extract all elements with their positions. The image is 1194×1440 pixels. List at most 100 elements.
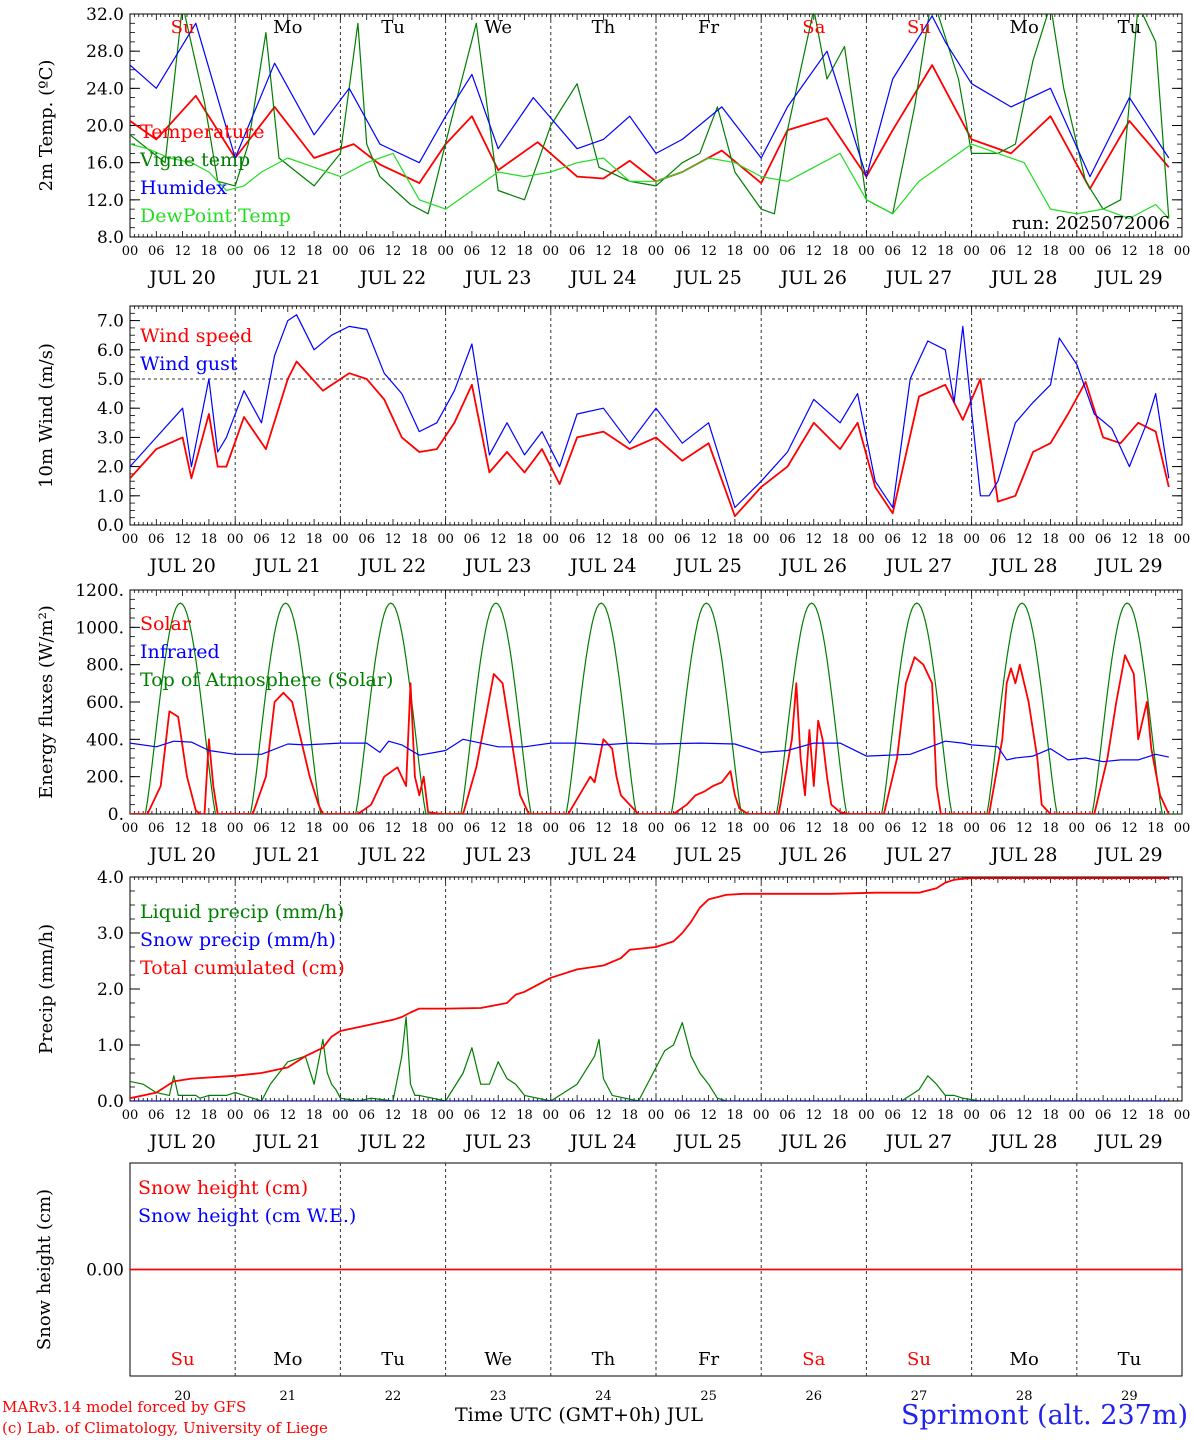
hour-label: 18	[516, 1108, 533, 1123]
date-label: JUL 22	[358, 844, 426, 866]
hour-label: 06	[464, 244, 481, 259]
y-tick-label: 28.0	[86, 42, 124, 62]
weekday-label: Tu	[1118, 17, 1142, 38]
y-tick-label: 24.0	[86, 79, 124, 99]
date-label: JUL 27	[884, 1131, 952, 1153]
hour-label: 06	[253, 244, 270, 259]
y-tick-label: 8.0	[97, 228, 124, 248]
hour-label: 00	[963, 532, 980, 547]
hour-label: 18	[727, 1108, 744, 1123]
hour-label: 00	[227, 821, 244, 836]
hour-label: 18	[201, 1108, 218, 1123]
hour-label: 12	[174, 532, 191, 547]
hour-label: 06	[148, 244, 165, 259]
plot-frame	[129, 589, 1183, 815]
hour-label: 06	[990, 532, 1007, 547]
hour-label: 00	[858, 244, 875, 259]
hour-label: 06	[990, 244, 1007, 259]
date-label: JUL 27	[884, 844, 952, 866]
hour-label: 18	[1147, 1108, 1164, 1123]
hour-label: 00	[227, 532, 244, 547]
hour-label: 06	[884, 244, 901, 259]
y-tick-label: 1000.	[75, 618, 124, 638]
series-infrared	[130, 738, 1169, 763]
hour-label: 18	[516, 244, 533, 259]
legend-entry: Vigne temp	[139, 149, 250, 171]
hour-label: 12	[280, 532, 297, 547]
hour-label: 18	[411, 821, 428, 836]
date-label: JUL 25	[673, 1131, 741, 1153]
date-label: JUL 22	[358, 267, 426, 289]
day-number-label: 21	[280, 1389, 297, 1404]
day-number-label: 22	[385, 1389, 402, 1404]
hour-label: 12	[385, 244, 402, 259]
date-label: JUL 28	[989, 844, 1057, 866]
hour-label: 18	[516, 821, 533, 836]
hour-label: 18	[411, 532, 428, 547]
y-tick-label: 2.0	[97, 458, 124, 478]
legend-entry: Solar	[140, 613, 192, 635]
plot-frame	[129, 13, 1183, 238]
date-label: JUL 21	[253, 267, 321, 289]
hour-label: 00	[437, 821, 454, 836]
hour-label: 12	[1121, 244, 1138, 259]
weekday-label: Th	[592, 17, 616, 38]
hour-label: 06	[358, 532, 375, 547]
hour-label: 00	[648, 1108, 665, 1123]
hour-label: 12	[700, 821, 717, 836]
panel-3: 0. 200. 400. 600. 800. 1000. 1200. Energy fluxe…	[36, 581, 1190, 866]
series-top-of-atmosphere-solar	[130, 602, 1182, 814]
panel-4: 0.0 1.0 2.0 3.0 4.0 Precip (mm/h) Liquid preci…	[36, 868, 1190, 1153]
hour-label: 18	[201, 821, 218, 836]
hour-label: 12	[490, 1108, 507, 1123]
day-number-label: 26	[806, 1389, 823, 1404]
date-label: JUL 26	[779, 267, 847, 289]
y-tick-label: 800.	[86, 656, 124, 676]
hour-label: 12	[700, 244, 717, 259]
time-axis-title: Time UTC (GMT+0h) JUL	[455, 1404, 703, 1426]
series-solar	[130, 654, 1170, 814]
hour-label: 18	[306, 532, 323, 547]
legend-entry: Infrared	[140, 641, 220, 663]
hour-label: 18	[937, 1108, 954, 1123]
hour-label: 06	[464, 532, 481, 547]
date-label: JUL 26	[779, 844, 847, 866]
y-tick-label: 0.0	[97, 516, 124, 536]
weekday-label: Su	[171, 1349, 195, 1370]
y-tick-label: 0.0	[97, 1092, 124, 1112]
date-label: JUL 23	[463, 1131, 531, 1153]
weekday-label: Fr	[698, 17, 719, 38]
hour-label: 00	[753, 1108, 770, 1123]
hour-label: 00	[753, 532, 770, 547]
series-liquid-precip-mm-h	[130, 1016, 1169, 1101]
hour-label: 00	[1069, 244, 1086, 259]
date-label: JUL 29	[1094, 267, 1162, 289]
date-label: JUL 20	[147, 1131, 215, 1153]
date-label: JUL 26	[779, 555, 847, 577]
y-tick-label: 4.0	[97, 399, 124, 419]
hour-label: 06	[358, 821, 375, 836]
hour-label: 06	[569, 821, 586, 836]
y-tick-label: 32.0	[86, 5, 124, 25]
hour-label: 00	[753, 244, 770, 259]
hour-label: 18	[832, 1108, 849, 1123]
weekday-label: Sa	[802, 17, 825, 38]
hour-label: 18	[411, 1108, 428, 1123]
y-axis-title: Energy fluxes (W/m²)	[36, 605, 57, 799]
hour-label: 18	[621, 1108, 638, 1123]
hour-label: 12	[700, 532, 717, 547]
y-tick-label: 1200.	[75, 581, 124, 601]
y-tick-label: 1.0	[97, 1036, 124, 1056]
hour-label: 18	[1147, 821, 1164, 836]
hour-label: 12	[806, 244, 823, 259]
weekday-label: Fr	[698, 1349, 719, 1370]
hour-label: 18	[832, 532, 849, 547]
series-dewpoint-temp	[130, 143, 1170, 219]
panel-2: 0.0 1.0 2.0 3.0 4.0 5.0 6.0 7.0 10m Wind (m/s) Wi…	[36, 305, 1190, 577]
y-tick-label: 12.0	[86, 191, 124, 211]
hour-label: 00	[1174, 1108, 1191, 1123]
hour-label: 06	[464, 821, 481, 836]
hour-label: 18	[937, 244, 954, 259]
hour-label: 06	[148, 821, 165, 836]
